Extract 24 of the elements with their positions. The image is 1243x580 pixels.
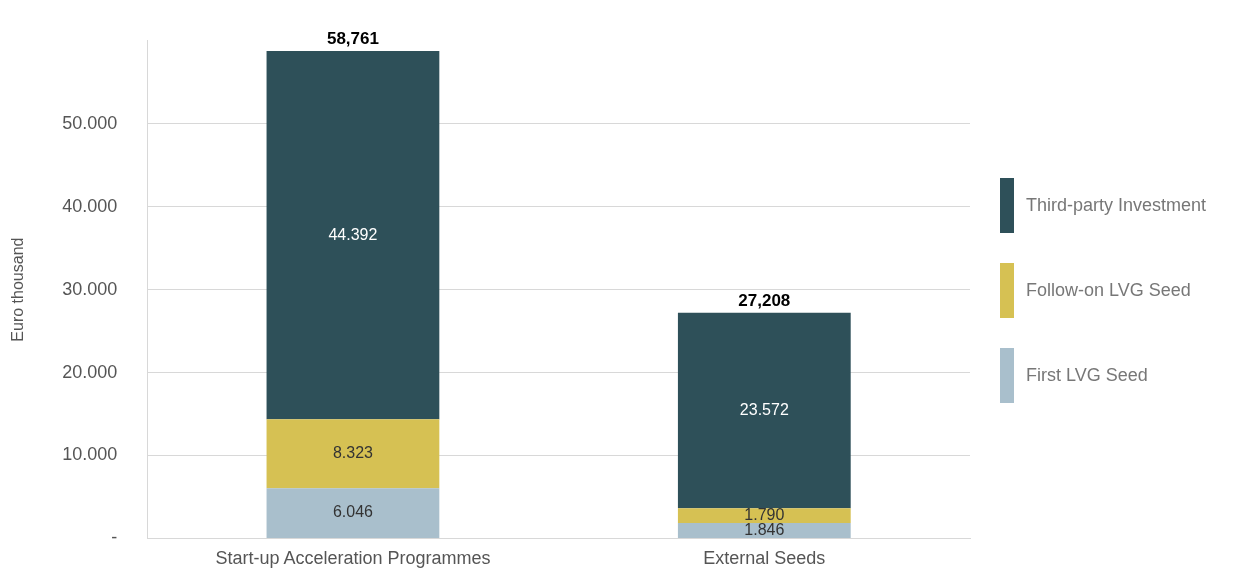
total-label: 58,761 [326, 29, 379, 49]
text: Third-party Investment [1026, 194, 1207, 216]
x-tick-label: External Seeds [703, 548, 826, 569]
text: Follow-on LVG Seed [1026, 279, 1191, 301]
x-tick-label: Start-up Acceleration Programmes [215, 548, 491, 569]
bar [677, 523, 851, 538]
y-tick-label: - [111, 527, 118, 548]
bar [266, 488, 440, 538]
text: First LVG Seed [1026, 364, 1148, 386]
bar [677, 312, 851, 509]
data-label: 8.323 [332, 444, 374, 462]
bar [266, 51, 440, 420]
y-tick-label: 30.000 [62, 278, 118, 299]
y-tick-label: 40.000 [62, 195, 118, 216]
data-label: 44.392 [328, 225, 378, 243]
y-tick-label: 10.000 [62, 444, 118, 465]
bar [266, 419, 440, 489]
data-label: 23.572 [739, 400, 789, 418]
bar [677, 508, 851, 524]
data-label: 6.046 [332, 503, 374, 521]
y-tick-label: 50.000 [62, 112, 118, 133]
y-axis-title: Euro thousand [9, 237, 27, 342]
y-tick-label: 20.000 [62, 361, 118, 382]
total-label: 27,208 [738, 290, 791, 310]
